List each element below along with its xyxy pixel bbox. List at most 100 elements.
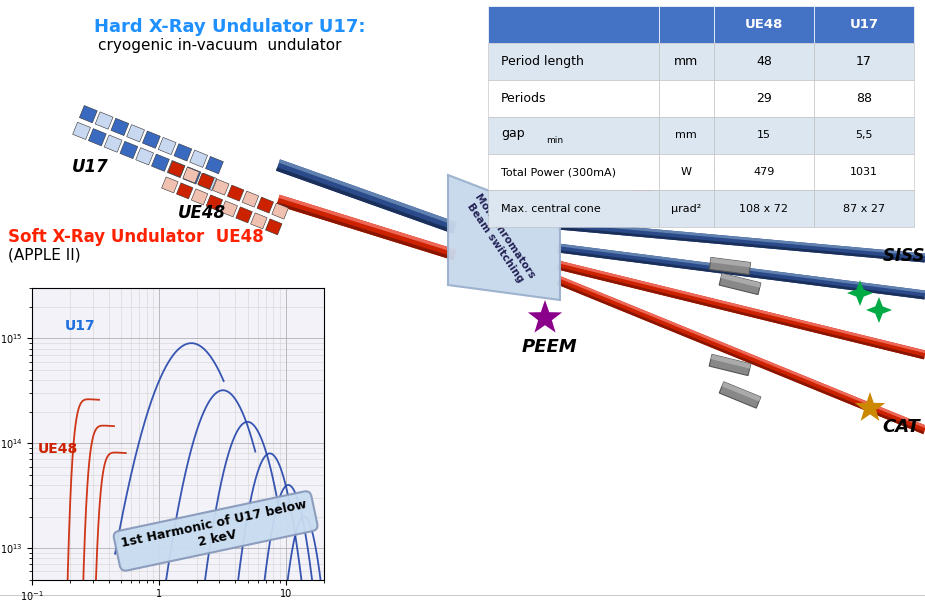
- FancyBboxPatch shape: [714, 191, 814, 228]
- Text: 29: 29: [756, 92, 771, 105]
- Text: UE48: UE48: [38, 443, 78, 456]
- Polygon shape: [152, 154, 169, 171]
- Text: mm: mm: [674, 55, 698, 68]
- FancyBboxPatch shape: [814, 154, 914, 191]
- Polygon shape: [162, 177, 179, 193]
- FancyBboxPatch shape: [488, 6, 659, 43]
- Polygon shape: [557, 266, 925, 359]
- FancyBboxPatch shape: [714, 117, 814, 154]
- FancyBboxPatch shape: [714, 80, 814, 117]
- FancyBboxPatch shape: [714, 43, 814, 80]
- Text: 48: 48: [756, 55, 771, 68]
- Polygon shape: [174, 144, 191, 161]
- Text: cryogenic in-vacuum  undulator: cryogenic in-vacuum undulator: [98, 38, 341, 53]
- Polygon shape: [448, 175, 560, 300]
- FancyBboxPatch shape: [488, 154, 659, 191]
- Polygon shape: [721, 273, 761, 288]
- Text: gap: gap: [501, 127, 524, 140]
- Text: 15: 15: [757, 130, 771, 140]
- FancyBboxPatch shape: [714, 6, 814, 43]
- Polygon shape: [628, 176, 659, 205]
- Polygon shape: [528, 300, 562, 333]
- Polygon shape: [73, 122, 91, 140]
- Text: SISSY I & II: SISSY I & II: [883, 247, 925, 265]
- Polygon shape: [191, 189, 208, 205]
- Polygon shape: [127, 124, 144, 142]
- Polygon shape: [80, 106, 97, 123]
- Polygon shape: [251, 213, 267, 229]
- Polygon shape: [278, 160, 457, 226]
- Polygon shape: [847, 280, 873, 306]
- Text: 1st Harmonic of U17 below
2 keV: 1st Harmonic of U17 below 2 keV: [120, 498, 311, 565]
- Text: 5,5: 5,5: [855, 130, 872, 140]
- Polygon shape: [221, 201, 238, 217]
- Polygon shape: [120, 141, 138, 158]
- Text: 108 x 72: 108 x 72: [739, 204, 788, 214]
- Polygon shape: [190, 150, 207, 168]
- Polygon shape: [206, 195, 223, 211]
- Polygon shape: [277, 195, 457, 260]
- FancyBboxPatch shape: [814, 117, 914, 154]
- Polygon shape: [242, 191, 259, 207]
- Text: Period length: Period length: [501, 55, 584, 68]
- Polygon shape: [719, 273, 761, 294]
- Polygon shape: [236, 207, 253, 223]
- Polygon shape: [272, 203, 289, 219]
- FancyBboxPatch shape: [659, 43, 714, 80]
- Polygon shape: [558, 243, 925, 293]
- Text: PEEM: PEEM: [522, 338, 577, 356]
- Text: Soft X-Ray Undulator  UE48: Soft X-Ray Undulator UE48: [8, 228, 264, 246]
- FancyBboxPatch shape: [814, 6, 914, 43]
- Polygon shape: [722, 382, 760, 401]
- Text: Monochromators
Beam switching: Monochromators Beam switching: [463, 192, 536, 287]
- Polygon shape: [95, 112, 113, 129]
- Text: Hard X-Ray Undulator U17:: Hard X-Ray Undulator U17:: [94, 18, 365, 36]
- Text: U17: U17: [65, 319, 95, 333]
- Text: U17: U17: [849, 18, 879, 31]
- Polygon shape: [709, 257, 750, 274]
- Polygon shape: [558, 250, 925, 299]
- Text: U17: U17: [72, 158, 109, 176]
- Polygon shape: [558, 220, 925, 262]
- Polygon shape: [167, 160, 185, 178]
- Text: PINK: PINK: [663, 167, 716, 186]
- Polygon shape: [557, 260, 925, 359]
- Polygon shape: [142, 131, 160, 148]
- Text: min: min: [546, 137, 563, 145]
- Polygon shape: [228, 185, 244, 201]
- Polygon shape: [278, 195, 457, 253]
- Polygon shape: [556, 276, 925, 434]
- Polygon shape: [710, 354, 751, 368]
- Text: 87 x 27: 87 x 27: [843, 204, 885, 214]
- Polygon shape: [198, 173, 215, 189]
- Polygon shape: [276, 168, 454, 234]
- Polygon shape: [720, 382, 760, 408]
- FancyBboxPatch shape: [659, 117, 714, 154]
- FancyBboxPatch shape: [488, 117, 659, 154]
- Polygon shape: [177, 183, 193, 199]
- Polygon shape: [710, 257, 750, 267]
- Polygon shape: [257, 197, 274, 213]
- Polygon shape: [199, 173, 216, 191]
- FancyBboxPatch shape: [659, 154, 714, 191]
- Polygon shape: [213, 179, 229, 195]
- Polygon shape: [559, 260, 925, 353]
- FancyBboxPatch shape: [659, 191, 714, 228]
- Text: μrad²: μrad²: [672, 204, 701, 214]
- FancyBboxPatch shape: [814, 80, 914, 117]
- Polygon shape: [709, 354, 751, 376]
- Text: (APPLE II): (APPLE II): [8, 248, 80, 263]
- Polygon shape: [183, 167, 201, 184]
- Polygon shape: [158, 137, 176, 155]
- Text: Periods: Periods: [501, 92, 547, 105]
- FancyBboxPatch shape: [659, 80, 714, 117]
- Polygon shape: [265, 219, 282, 235]
- Polygon shape: [111, 118, 129, 135]
- Polygon shape: [556, 282, 924, 434]
- Polygon shape: [89, 129, 106, 146]
- Text: UE48: UE48: [178, 204, 226, 222]
- Text: CAT: CAT: [882, 418, 919, 436]
- FancyBboxPatch shape: [814, 43, 914, 80]
- Text: W: W: [681, 167, 692, 177]
- Text: UE48: UE48: [745, 18, 783, 31]
